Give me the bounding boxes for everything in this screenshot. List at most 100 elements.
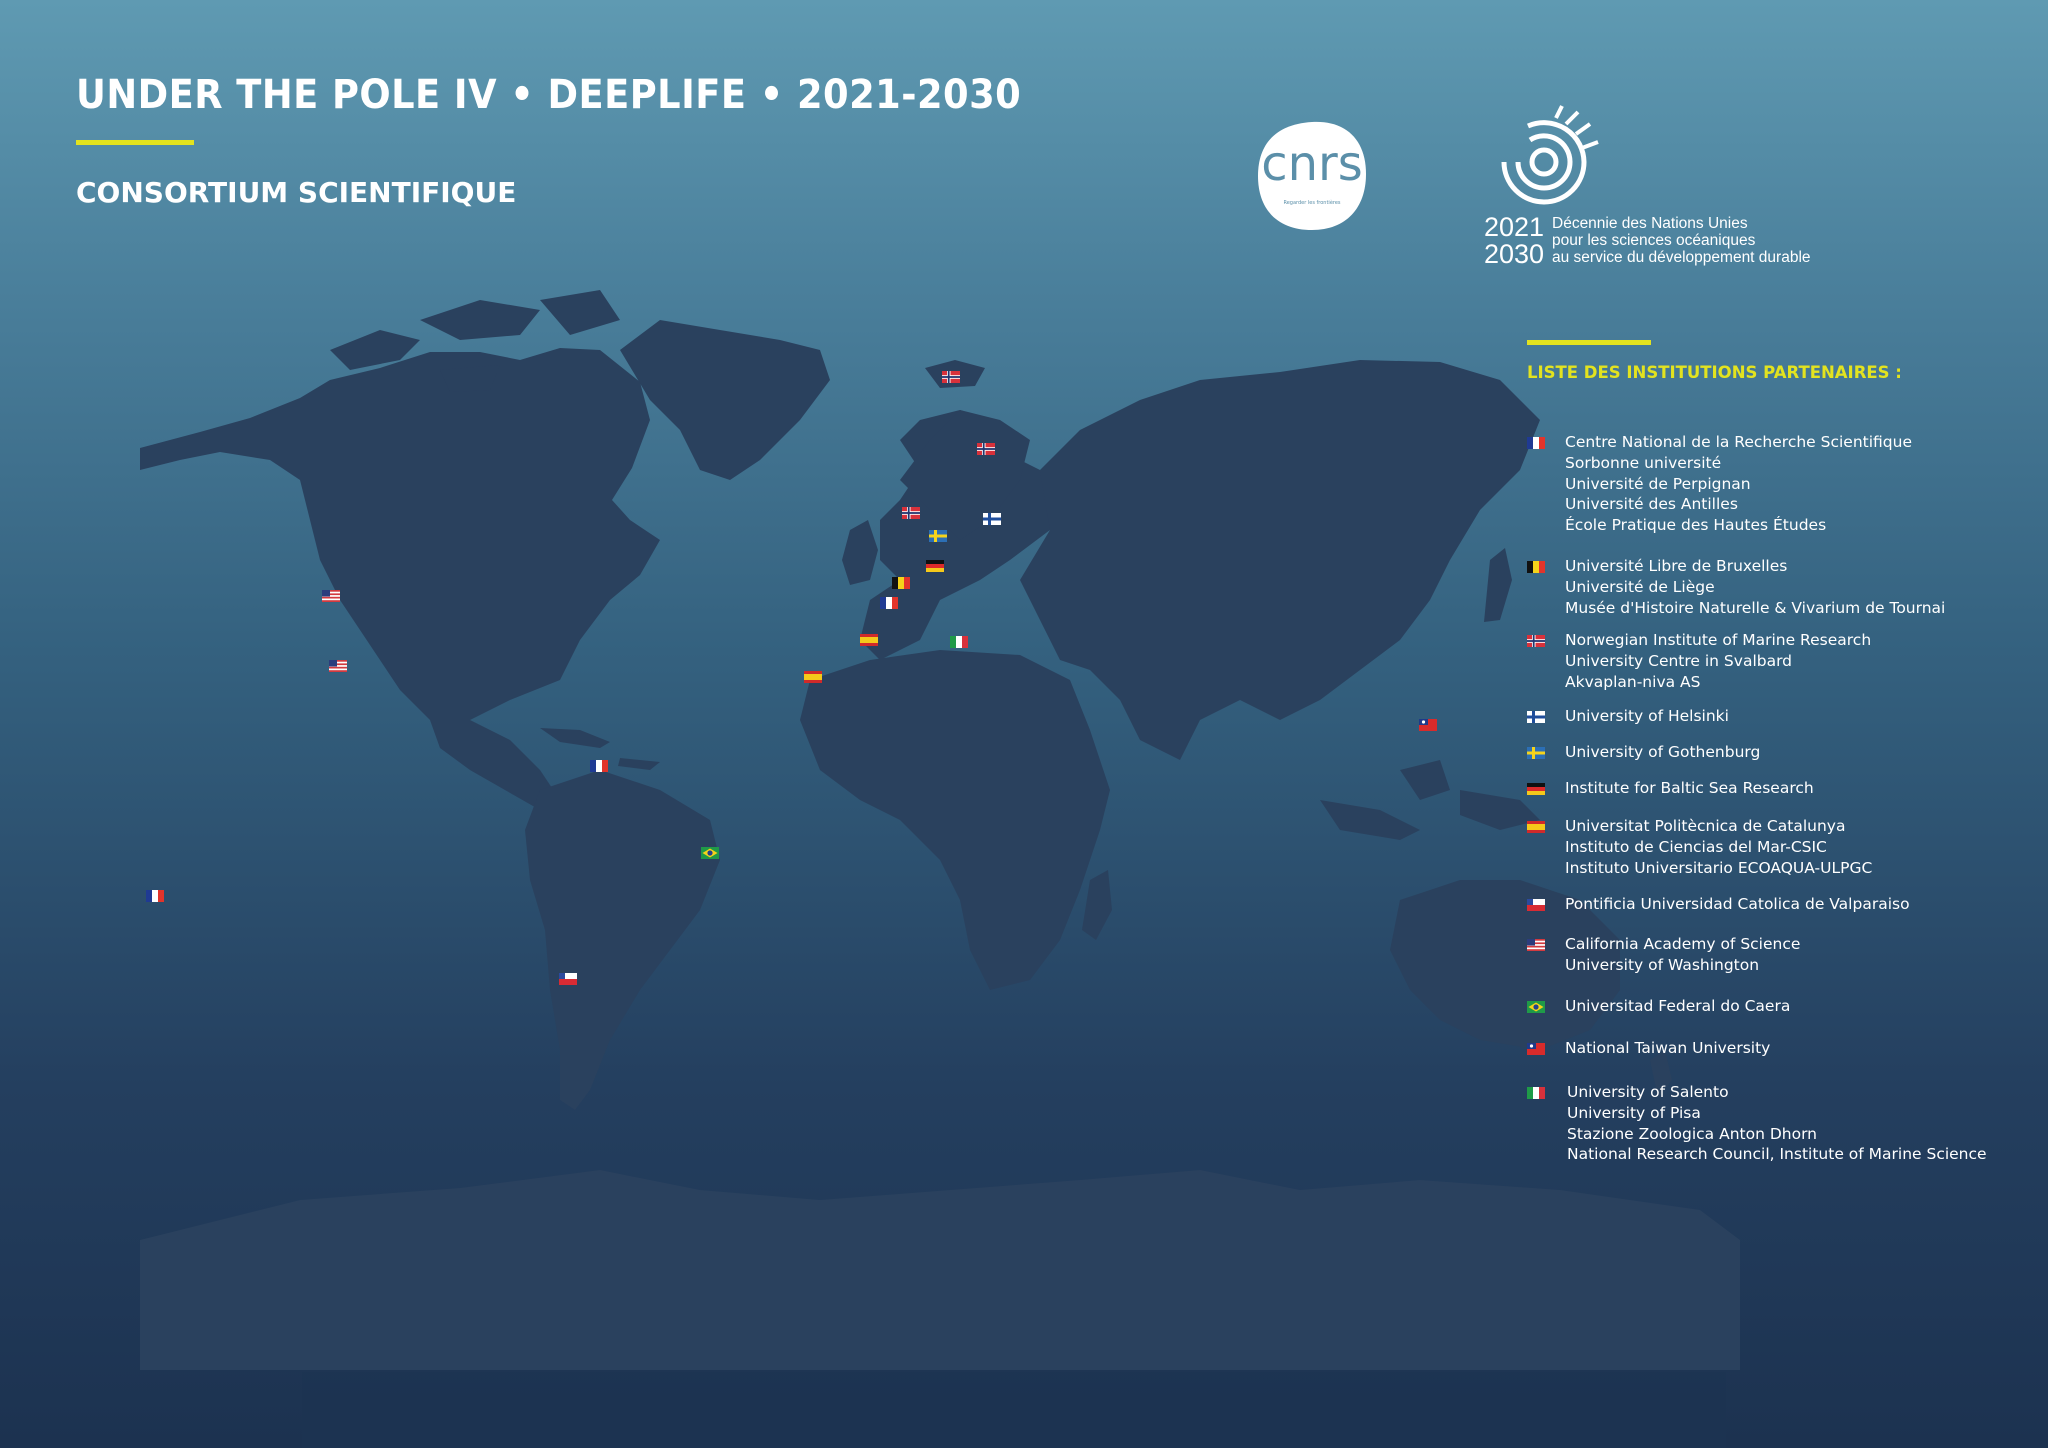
caribbean-islands (540, 728, 660, 770)
cnrs-logo-text: cnrs (1261, 136, 1363, 192)
institution-name: Stazione Zoologica Anton Dhorn (1567, 1124, 1817, 1143)
north-america-landmass (140, 348, 660, 720)
institution-name: University of Washington (1565, 955, 1760, 974)
institution-name: California Academy of Science (1565, 935, 1801, 953)
legend-institution-names: University of Gothenburg (1565, 742, 1760, 763)
cnrs-logo: cnrs Regarder les frontières (1258, 121, 1366, 230)
japan-landmass (1484, 548, 1512, 622)
institution-name: Instituto Universitario ECOAQUA-ULPGC (1565, 858, 1873, 877)
page-title: UNDER THE POLE IV • DEEPLIFE • 2021-2030 (76, 72, 1022, 118)
un-desc-line-3: au service du développement durable (1552, 249, 1811, 266)
greenland-landmass (620, 320, 830, 480)
institution-name: Université Libre de Bruxelles (1565, 557, 1788, 575)
institution-name: Institute for Baltic Sea Research (1565, 779, 1814, 797)
map-marker-spain-flag-icon[interactable] (860, 631, 878, 646)
legend-institution-names: National Taiwan University (1565, 1038, 1770, 1059)
institution-name: Sorbonne université (1565, 453, 1722, 472)
uk-landmass (842, 520, 878, 585)
institution-name: Université de Liège (1565, 577, 1715, 596)
institution-name: Pontificia Universidad Catolica de Valpa… (1565, 895, 1910, 913)
legend-institution-names: Université Libre de Bruxelles Université … (1565, 556, 1945, 618)
new-zealand-landmass (1650, 1050, 1672, 1098)
map-marker-spain-flag-icon[interactable] (804, 668, 822, 683)
institution-name: University of Helsinki (1565, 707, 1729, 725)
institution-name: Instituto de Ciencias del Mar-CSIC (1565, 837, 1827, 856)
un-desc-line-1: Décennie des Nations Unies (1552, 215, 1748, 232)
un-ocean-decade-logo (1501, 105, 1599, 205)
map-marker-italy-flag-icon[interactable] (950, 633, 968, 648)
un-years-start: 2021 (1484, 212, 1545, 242)
south-america-landmass (525, 770, 720, 1110)
arctic-islands (330, 290, 620, 392)
legend-title: LISTE DES INSTITUTIONS PARTENAIRES : (1527, 363, 1902, 382)
title-underline (76, 140, 194, 145)
map-marker-belgium-flag-icon[interactable] (892, 574, 910, 589)
legend-institution-names: University of Helsinki (1565, 706, 1729, 727)
map-marker-germany-flag-icon[interactable] (926, 557, 944, 572)
map-marker-finland-flag-icon[interactable] (983, 510, 1001, 525)
institution-name: National Taiwan University (1565, 1039, 1771, 1057)
sweden-flag-icon (1527, 744, 1545, 759)
un-desc-line-2: pour les sciences océaniques (1552, 232, 1756, 249)
un-decade-description: Décennie des Nations Unies pour les scie… (1552, 215, 1811, 266)
institution-name: Akvaplan-niva AS (1565, 672, 1701, 691)
institution-name: University Centre in Svalbard (1565, 651, 1793, 670)
map-marker-usa-flag-icon[interactable] (322, 587, 340, 602)
usa-flag-icon (1527, 936, 1545, 951)
page-subtitle: CONSORTIUM SCIENTIFIQUE (76, 176, 517, 209)
france-flag-icon (1527, 434, 1545, 449)
map-base-strip (302, 1372, 1726, 1448)
scandinavia-landmass (900, 410, 1030, 540)
africa-landmass (800, 650, 1110, 990)
institution-name: Universitat Politècnica de Catalunya (1565, 817, 1846, 835)
antarctica-landmass (140, 1170, 1740, 1370)
madagascar-landmass (1082, 870, 1112, 940)
map-marker-france-flag-icon[interactable] (590, 757, 608, 772)
legend-institution-names: Universitad Federal do Caera (1565, 996, 1790, 1017)
institution-name: Universitad Federal do Caera (1565, 997, 1791, 1015)
map-marker-sweden-flag-icon[interactable] (929, 527, 947, 542)
cnrs-tagline: Regarder les frontières (1283, 199, 1340, 206)
map-marker-france-flag-icon[interactable] (146, 887, 164, 902)
map-marker-norway-flag-icon[interactable] (902, 504, 920, 519)
legend-institution-names: Institute for Baltic Sea Research (1565, 778, 1814, 799)
map-marker-france-flag-icon[interactable] (880, 594, 898, 609)
legend-accent-bar (1527, 340, 1651, 345)
institution-name: Université de Perpignan (1565, 474, 1751, 493)
chile-flag-icon (1527, 896, 1545, 911)
italy-flag-icon (1527, 1084, 1545, 1099)
germany-flag-icon (1527, 780, 1545, 795)
australia-landmass (1390, 880, 1620, 1050)
map-marker-taiwan-flag-icon[interactable] (1419, 716, 1437, 731)
southeast-asia-islands (1320, 760, 1540, 840)
finland-flag-icon (1527, 708, 1545, 723)
legend-institution-names: Universitat Politècnica de Catalunya Inst… (1565, 816, 1872, 878)
institution-name: Musée d'Histoire Naturelle & Vivarium de… (1565, 598, 1946, 617)
map-marker-norway-flag-icon[interactable] (977, 440, 995, 455)
un-years-end: 2030 (1484, 239, 1545, 269)
institution-name: National Research Council, Institute of … (1567, 1145, 1987, 1164)
institution-name: University of Gothenburg (1565, 743, 1761, 761)
map-marker-brazil-flag-icon[interactable] (701, 844, 719, 859)
institution-name: Norwegian Institute of Marine Research (1565, 631, 1872, 649)
map-marker-chile-flag-icon[interactable] (559, 970, 577, 985)
legend-institution-names: Centre National de la Recherche Scientif… (1565, 432, 1912, 536)
un-decade-years: 2021 2030 (1484, 214, 1544, 268)
asia-landmass (1020, 360, 1540, 760)
taiwan-flag-icon (1527, 1040, 1545, 1055)
institution-name: University of Salento (1567, 1083, 1729, 1101)
institution-name: Université des Antilles (1565, 495, 1738, 514)
legend-institution-names: Norwegian Institute of Marine Research Un… (1565, 630, 1871, 692)
map-marker-norway-flag-icon[interactable] (942, 368, 960, 383)
norway-flag-icon (1527, 632, 1545, 647)
spain-flag-icon (1527, 818, 1545, 833)
institution-name: Centre National de la Recherche Scientif… (1565, 433, 1913, 451)
institution-name: University of Pisa (1567, 1103, 1701, 1122)
institution-name: École Pratique des Hautes Études (1565, 516, 1827, 535)
legend-institution-names: University of Salento University of Pisa S… (1567, 1082, 1987, 1165)
map-marker-usa-flag-icon[interactable] (329, 657, 347, 672)
legend-institution-names: Pontificia Universidad Catolica de Valpa… (1565, 894, 1910, 915)
legend-institution-names: California Academy of Science University … (1565, 934, 1800, 976)
belgium-flag-icon (1527, 558, 1545, 573)
